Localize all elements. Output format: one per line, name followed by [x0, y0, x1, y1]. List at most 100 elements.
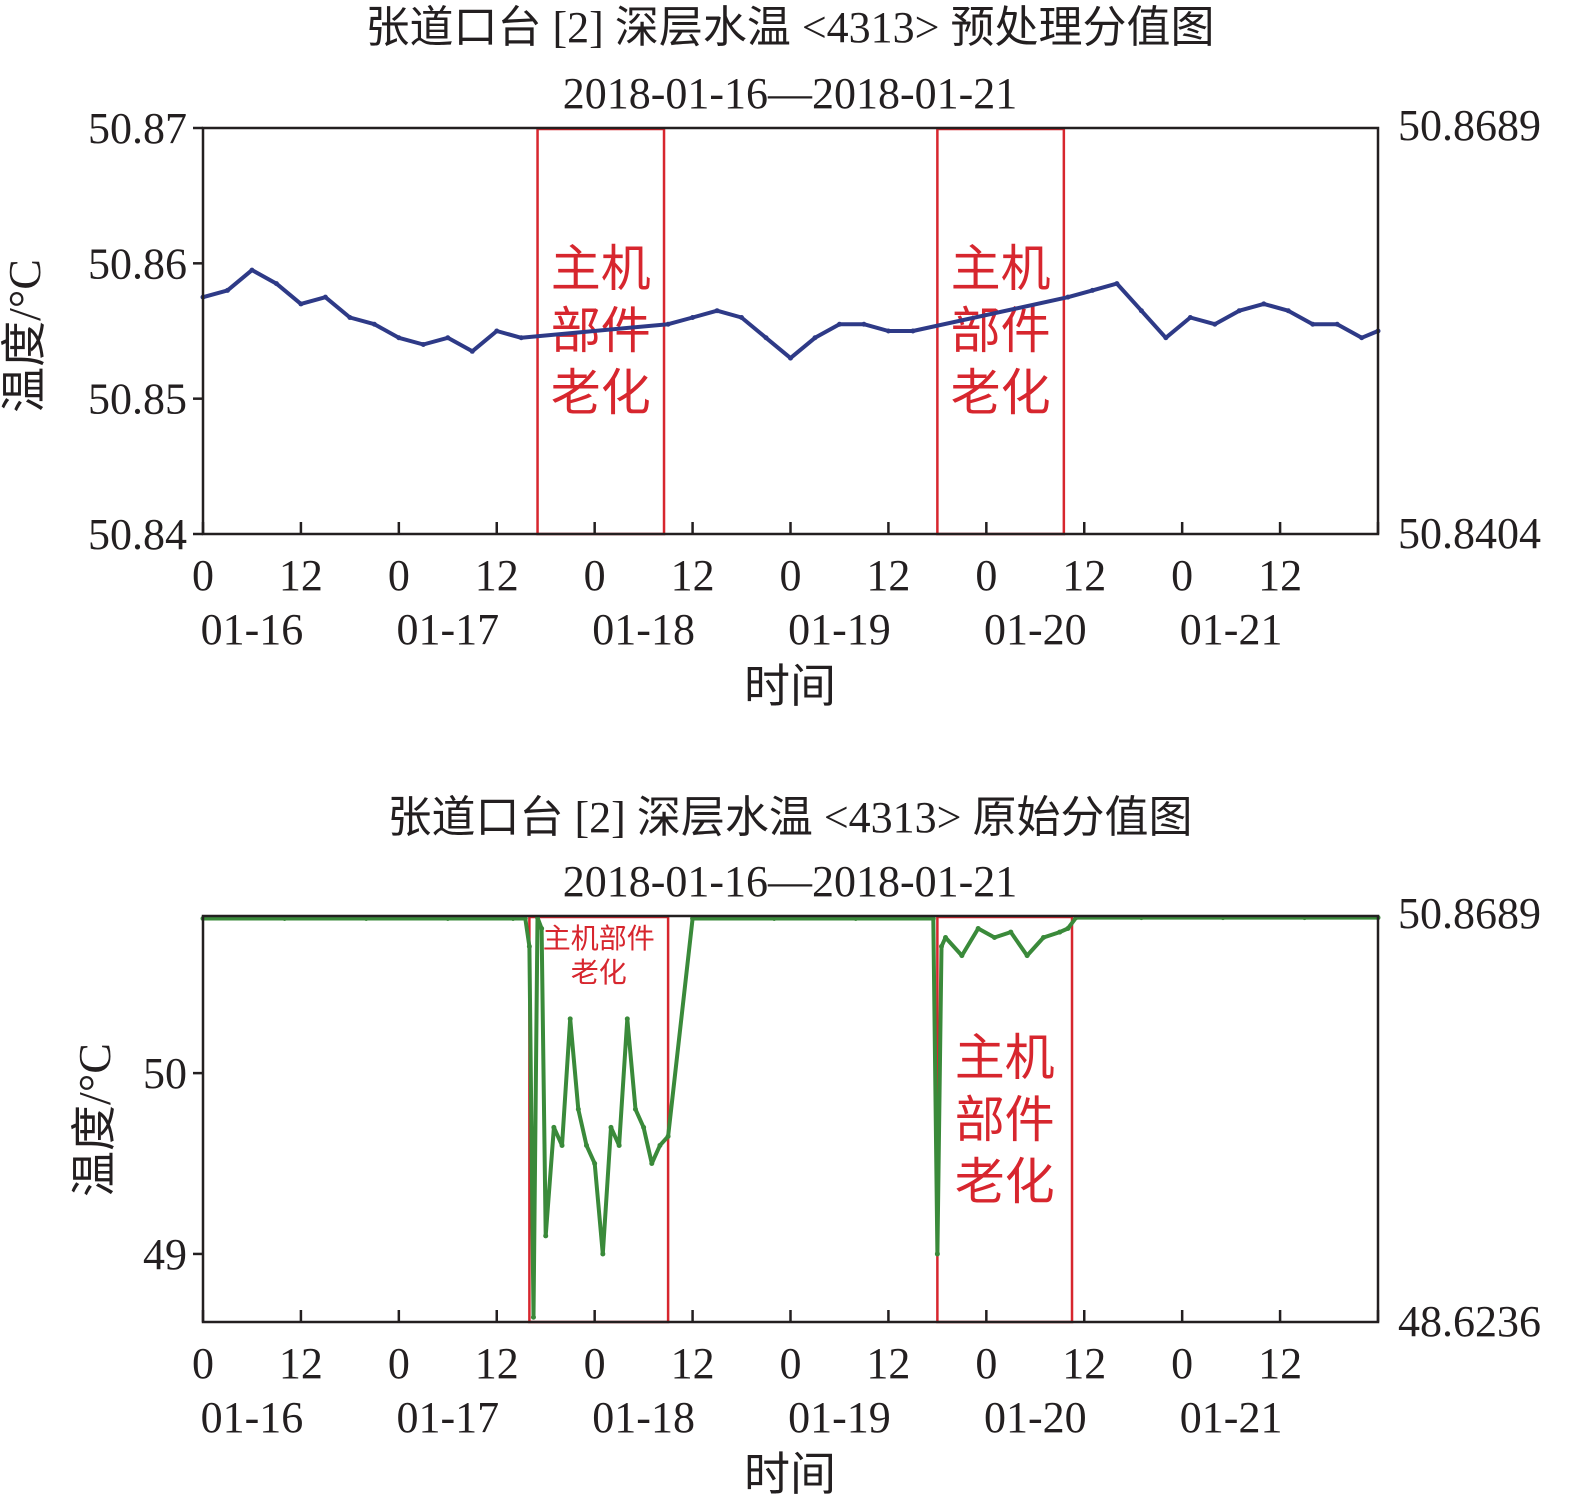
data-point [575, 1106, 581, 1112]
x-date-label: 01-19 [788, 1393, 891, 1442]
x-date-label: 01-16 [201, 605, 304, 654]
data-point [298, 301, 304, 307]
data-point [1310, 321, 1316, 327]
data-point [510, 916, 516, 922]
x-tick-label: 12 [475, 1339, 519, 1388]
data-point [1163, 335, 1169, 341]
x-tick-label: 0 [975, 1339, 997, 1388]
chart1-y-axis-label: 温度/°C [0, 259, 50, 413]
data-point [657, 1142, 663, 1148]
chart2-plot-frame [201, 914, 1380, 1324]
data-point [739, 314, 745, 320]
data-point [771, 916, 777, 922]
data-point [1359, 335, 1365, 341]
x-date-label: 01-21 [1180, 1393, 1283, 1442]
chart2-series [200, 915, 1381, 1320]
annotation-label: 主机部件 [543, 923, 655, 955]
data-point [616, 1142, 622, 1148]
chart2-x-ticks: 0 12 0 12 0 12 0 12 0 12 0 12 01-16 01-17 01-18 01-19 01… [192, 1310, 1380, 1442]
x-tick-label: 0 [584, 1339, 606, 1388]
data-point [632, 1106, 638, 1112]
x-tick-label: 12 [1258, 551, 1302, 600]
data-point [543, 1233, 549, 1239]
x-tick-label: 0 [388, 1339, 410, 1388]
x-tick-label: 12 [279, 551, 323, 600]
data-point [347, 314, 353, 320]
data-point [853, 916, 859, 922]
chart1-x-ticks: 0 12 0 12 0 12 0 12 0 12 0 12 01-16 01-17 01-18 01-19 01… [192, 522, 1380, 654]
x-tick-label: 0 [584, 551, 606, 600]
series-line [202, 268, 1379, 361]
y-tick-label: 50.87 [88, 104, 187, 153]
series-line [203, 915, 1378, 1320]
x-tick-label: 0 [780, 1339, 802, 1388]
data-point [991, 934, 997, 940]
data-point [665, 1133, 671, 1139]
data-point [1114, 281, 1120, 287]
y-tick-label: 50.86 [88, 239, 187, 288]
data-point [1024, 953, 1030, 959]
chart2-right-label-top: 50.8689 [1398, 889, 1541, 938]
data-point [1261, 301, 1267, 307]
data-point [788, 355, 793, 361]
annotation-label: 主机 [955, 1030, 1055, 1086]
annotation-label: 老化 [571, 957, 627, 989]
data-point [559, 1142, 565, 1148]
x-tick-label: 12 [671, 1339, 715, 1388]
data-point [371, 321, 377, 327]
data-point [567, 1016, 573, 1022]
x-tick-label: 12 [1258, 1339, 1302, 1388]
data-point [1212, 321, 1218, 327]
annotation-label: 主机 [551, 241, 651, 297]
data-point [396, 335, 402, 341]
chart1-right-label-bottom: 50.8404 [1398, 509, 1541, 558]
chart1-title: 张道口台 [2] 深层水温 <4313> 预处理分值图 [366, 3, 1215, 52]
data-point [224, 287, 230, 293]
data-point [624, 1016, 630, 1022]
data-point [1089, 287, 1095, 293]
chart1-right-label-top: 50.8689 [1398, 101, 1541, 150]
data-point [363, 916, 369, 922]
y-tick-label: 50 [143, 1049, 187, 1098]
data-point [469, 348, 475, 354]
data-point [249, 267, 255, 273]
data-point [1065, 925, 1071, 931]
x-date-label: 01-17 [396, 1393, 499, 1442]
x-tick-label: 12 [1062, 551, 1106, 600]
data-point [608, 1124, 614, 1130]
x-tick-label: 0 [192, 1339, 214, 1388]
annotation-label: 老化 [951, 365, 1051, 421]
chart1-plot-frame [201, 126, 1380, 536]
data-point [1040, 934, 1046, 940]
data-point [530, 1314, 536, 1320]
chart1-y-ticks: 50.84 50.85 50.86 50.87 [88, 104, 203, 559]
data-point [494, 328, 500, 334]
data-point [959, 953, 965, 959]
data-point [1008, 929, 1014, 935]
data-point [1057, 929, 1063, 935]
data-point [1187, 314, 1193, 320]
data-point [930, 916, 936, 922]
chart2-y-ticks: 49 50 [143, 1049, 203, 1279]
chart2-subtitle: 2018-01-16—2018-01-21 [563, 857, 1018, 906]
x-date-label: 01-17 [396, 605, 499, 654]
data-point [641, 1124, 647, 1130]
data-point [1065, 294, 1071, 300]
data-point [910, 328, 916, 334]
data-point [282, 916, 288, 922]
y-tick-label: 49 [143, 1230, 187, 1279]
chart2-x-axis-label: 时间 [744, 1449, 836, 1500]
data-point [518, 335, 524, 341]
chart-raw: 张道口台 [2] 深层水温 <4313> 原始分值图 2018-01-16—20… [69, 793, 1541, 1500]
data-point [665, 321, 671, 327]
annotation-label: 老化 [955, 1154, 1055, 1210]
x-date-label: 01-20 [984, 605, 1087, 654]
data-point [445, 335, 451, 341]
x-date-label: 01-18 [592, 605, 695, 654]
x-tick-label: 12 [279, 1339, 323, 1388]
data-point [1138, 308, 1144, 314]
data-point [322, 294, 328, 300]
data-point [420, 342, 426, 348]
